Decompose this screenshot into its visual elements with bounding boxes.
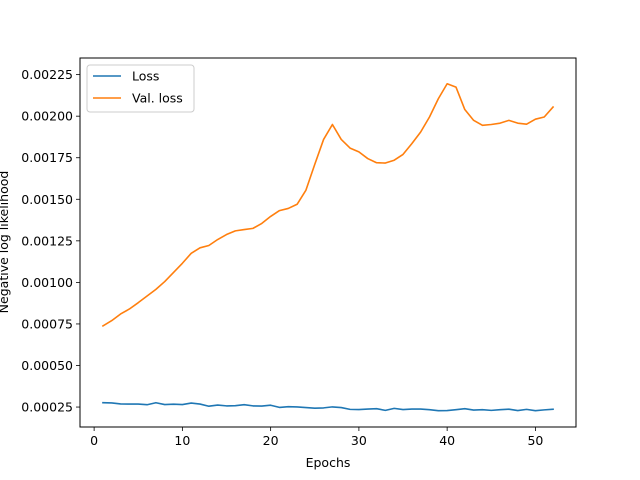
y-tick-label: 0.00050 bbox=[21, 358, 73, 373]
y-axis: 0.00025 0.00050 0.00075 0.00100 0.00125 0.001… bbox=[21, 67, 80, 415]
x-tick-label: 20 bbox=[263, 433, 279, 448]
legend-label-val-loss: Val. loss bbox=[132, 91, 183, 106]
plot-frame bbox=[79, 57, 577, 428]
y-tick-label: 0.00075 bbox=[21, 316, 73, 331]
series-line-val-loss bbox=[101, 82, 555, 328]
x-tick-label: 30 bbox=[351, 433, 367, 448]
series-line-loss bbox=[102, 401, 554, 412]
x-tick-label: 0 bbox=[90, 433, 98, 448]
x-axis-label: Epochs bbox=[306, 455, 351, 470]
y-tick-label: 0.00200 bbox=[21, 109, 73, 124]
y-tick-label: 0.00025 bbox=[21, 400, 73, 415]
y-axis-label: Negative log likelihood bbox=[0, 171, 11, 314]
x-tick-label: 50 bbox=[527, 433, 543, 448]
x-tick-label: 10 bbox=[174, 433, 190, 448]
y-tick-label: 0.00175 bbox=[21, 150, 73, 165]
legend: Loss Val. loss bbox=[86, 64, 195, 113]
legend-label-loss: Loss bbox=[132, 69, 159, 84]
y-tick-label: 0.00150 bbox=[21, 192, 73, 207]
y-tick-label: 0.00100 bbox=[21, 275, 73, 290]
series-layer bbox=[101, 82, 555, 412]
x-tick-label: 40 bbox=[439, 433, 455, 448]
y-tick-label: 0.00125 bbox=[21, 233, 73, 248]
x-axis: 0 10 20 30 40 50 bbox=[90, 427, 543, 448]
plot-background bbox=[80, 58, 576, 427]
y-tick-label: 0.00225 bbox=[21, 67, 73, 82]
